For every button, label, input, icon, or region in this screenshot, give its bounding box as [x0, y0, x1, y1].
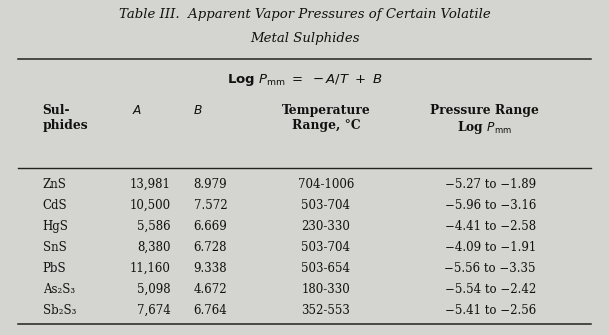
Text: 5,098: 5,098	[137, 283, 171, 296]
Text: As₂S₃: As₂S₃	[43, 283, 75, 296]
Text: PbS: PbS	[43, 262, 66, 275]
Text: 230-330: 230-330	[301, 220, 350, 233]
Text: −4.09 to −1.91: −4.09 to −1.91	[445, 241, 536, 254]
Text: 704-1006: 704-1006	[298, 178, 354, 191]
Text: 6.764: 6.764	[194, 304, 227, 317]
Text: 503-704: 503-704	[301, 241, 350, 254]
Text: 6.669: 6.669	[194, 220, 227, 233]
Text: 180-330: 180-330	[301, 283, 350, 296]
Text: ZnS: ZnS	[43, 178, 66, 191]
Text: $A$: $A$	[132, 104, 142, 117]
Text: Table III.  Apparent Vapor Pressures of Certain Volatile: Table III. Apparent Vapor Pressures of C…	[119, 8, 490, 21]
Text: −5.41 to −2.56: −5.41 to −2.56	[445, 304, 536, 317]
Text: 503-704: 503-704	[301, 199, 350, 212]
Text: 7,674: 7,674	[137, 304, 171, 317]
Text: 503-654: 503-654	[301, 262, 350, 275]
Text: 4.672: 4.672	[194, 283, 227, 296]
Text: 6.728: 6.728	[194, 241, 227, 254]
Text: $\mathbf{Log}\ P_{\mathrm{mm}}\ =\ -A/T\ +\ B$: $\mathbf{Log}\ P_{\mathrm{mm}}\ =\ -A/T\…	[227, 72, 382, 88]
Text: 10,500: 10,500	[129, 199, 171, 212]
Text: 8.979: 8.979	[194, 178, 227, 191]
Text: $B$: $B$	[193, 104, 203, 117]
Text: 5,586: 5,586	[137, 220, 171, 233]
Text: Sul-
phides: Sul- phides	[43, 104, 88, 132]
Text: HgS: HgS	[43, 220, 68, 233]
Text: 9.338: 9.338	[194, 262, 227, 275]
Text: 352-553: 352-553	[301, 304, 350, 317]
Text: Metal Sulphides: Metal Sulphides	[250, 32, 359, 45]
Text: CdS: CdS	[43, 199, 67, 212]
Text: −4.41 to −2.58: −4.41 to −2.58	[445, 220, 536, 233]
Text: −5.96 to −3.16: −5.96 to −3.16	[445, 199, 536, 212]
Text: 8,380: 8,380	[137, 241, 171, 254]
Text: Temperature
Range, °C: Temperature Range, °C	[281, 104, 370, 132]
Text: 7.572: 7.572	[194, 199, 227, 212]
Text: −5.56 to −3.35: −5.56 to −3.35	[445, 262, 536, 275]
Text: SnS: SnS	[43, 241, 66, 254]
Text: Sb₂S₃: Sb₂S₃	[43, 304, 76, 317]
Text: Pressure Range
Log $P_{\mathrm{mm}}$: Pressure Range Log $P_{\mathrm{mm}}$	[430, 104, 538, 136]
Text: 13,981: 13,981	[130, 178, 171, 191]
Text: −5.54 to −2.42: −5.54 to −2.42	[445, 283, 536, 296]
Text: −5.27 to −1.89: −5.27 to −1.89	[445, 178, 536, 191]
Text: 11,160: 11,160	[130, 262, 171, 275]
